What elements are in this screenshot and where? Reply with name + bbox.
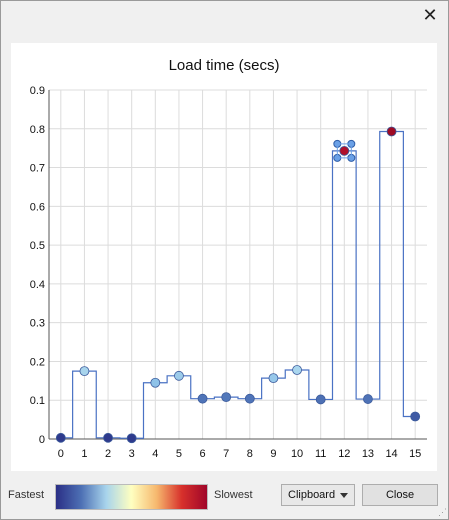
x-tick-label: 5 — [176, 448, 182, 460]
data-point — [174, 370, 184, 381]
clipboard-dropdown-label: Clipboard — [288, 489, 336, 501]
clipboard-dropdown[interactable]: Clipboard — [281, 484, 355, 506]
load-time-chart: 00.10.20.30.40.50.60.70.80.90 1 2 3 4 5 6 7 8 9 10… — [30, 85, 427, 460]
data-point — [244, 393, 255, 404]
data-point — [363, 394, 373, 404]
y-tick-label: 0 — [39, 434, 45, 446]
close-icon[interactable]: ✕ — [422, 5, 438, 25]
chart-title: Load time (secs) — [168, 57, 280, 74]
x-tick-label: 0 — [58, 448, 64, 460]
data-point — [126, 433, 137, 444]
selection-box — [336, 143, 352, 159]
legend-fastest-label: Fastest — [8, 489, 45, 501]
legend-slowest-label: Slowest — [214, 489, 253, 501]
x-tick-label: 15 — [409, 448, 421, 460]
y-tick-label: 0.9 — [30, 85, 45, 97]
legend-color-gradient — [55, 484, 208, 510]
chevron-down-icon — [340, 493, 348, 498]
y-tick-label: 0.5 — [30, 240, 45, 252]
y-tick-label: 0.4 — [30, 279, 45, 291]
data-point — [386, 126, 397, 137]
data-point — [292, 365, 302, 375]
data-point — [268, 373, 279, 384]
close-button[interactable]: Close — [362, 484, 438, 506]
x-tick-label: 4 — [152, 448, 158, 460]
x-tick-label: 3 — [129, 448, 135, 460]
chart-panel: Load time (secs) 0 0.1 0.2 0.3 0.4 0.5 0.6 0.7 0… — [11, 43, 437, 471]
y-tick-label: 0.1 — [30, 395, 45, 407]
x-tick-label: 7 — [223, 448, 229, 460]
x-tick-label: 2 — [105, 448, 111, 460]
x-tick-label: 9 — [270, 448, 276, 460]
y-tick-label: 0.8 — [30, 124, 45, 136]
x-tick-label: 8 — [247, 448, 253, 460]
y-tick-label: 0.6 — [30, 201, 45, 213]
data-point — [339, 145, 350, 156]
data-point — [150, 377, 161, 388]
data-point — [410, 411, 421, 422]
x-tick-label: 11 — [315, 448, 326, 460]
data-point — [55, 432, 66, 443]
data-point — [315, 394, 326, 405]
y-tick-label: 0.3 — [30, 318, 45, 330]
y-tick-label: 0.7 — [30, 163, 45, 175]
x-tick-label: 1 — [81, 448, 87, 460]
x-tick-label: 10 — [291, 448, 303, 460]
step-connector-line — [60, 130, 416, 439]
x-tick-label: 12 — [338, 448, 350, 460]
data-point — [197, 393, 208, 404]
x-tick-label: 6 — [200, 448, 206, 460]
x-tick-label: 14 — [385, 448, 397, 460]
y-tick-label: 0.2 — [30, 356, 45, 368]
data-point — [103, 432, 113, 443]
data-point — [221, 392, 232, 403]
x-tick-label: 13 — [362, 448, 374, 460]
resize-grip-icon[interactable]: ⋰ — [438, 507, 447, 517]
data-point — [79, 366, 90, 377]
